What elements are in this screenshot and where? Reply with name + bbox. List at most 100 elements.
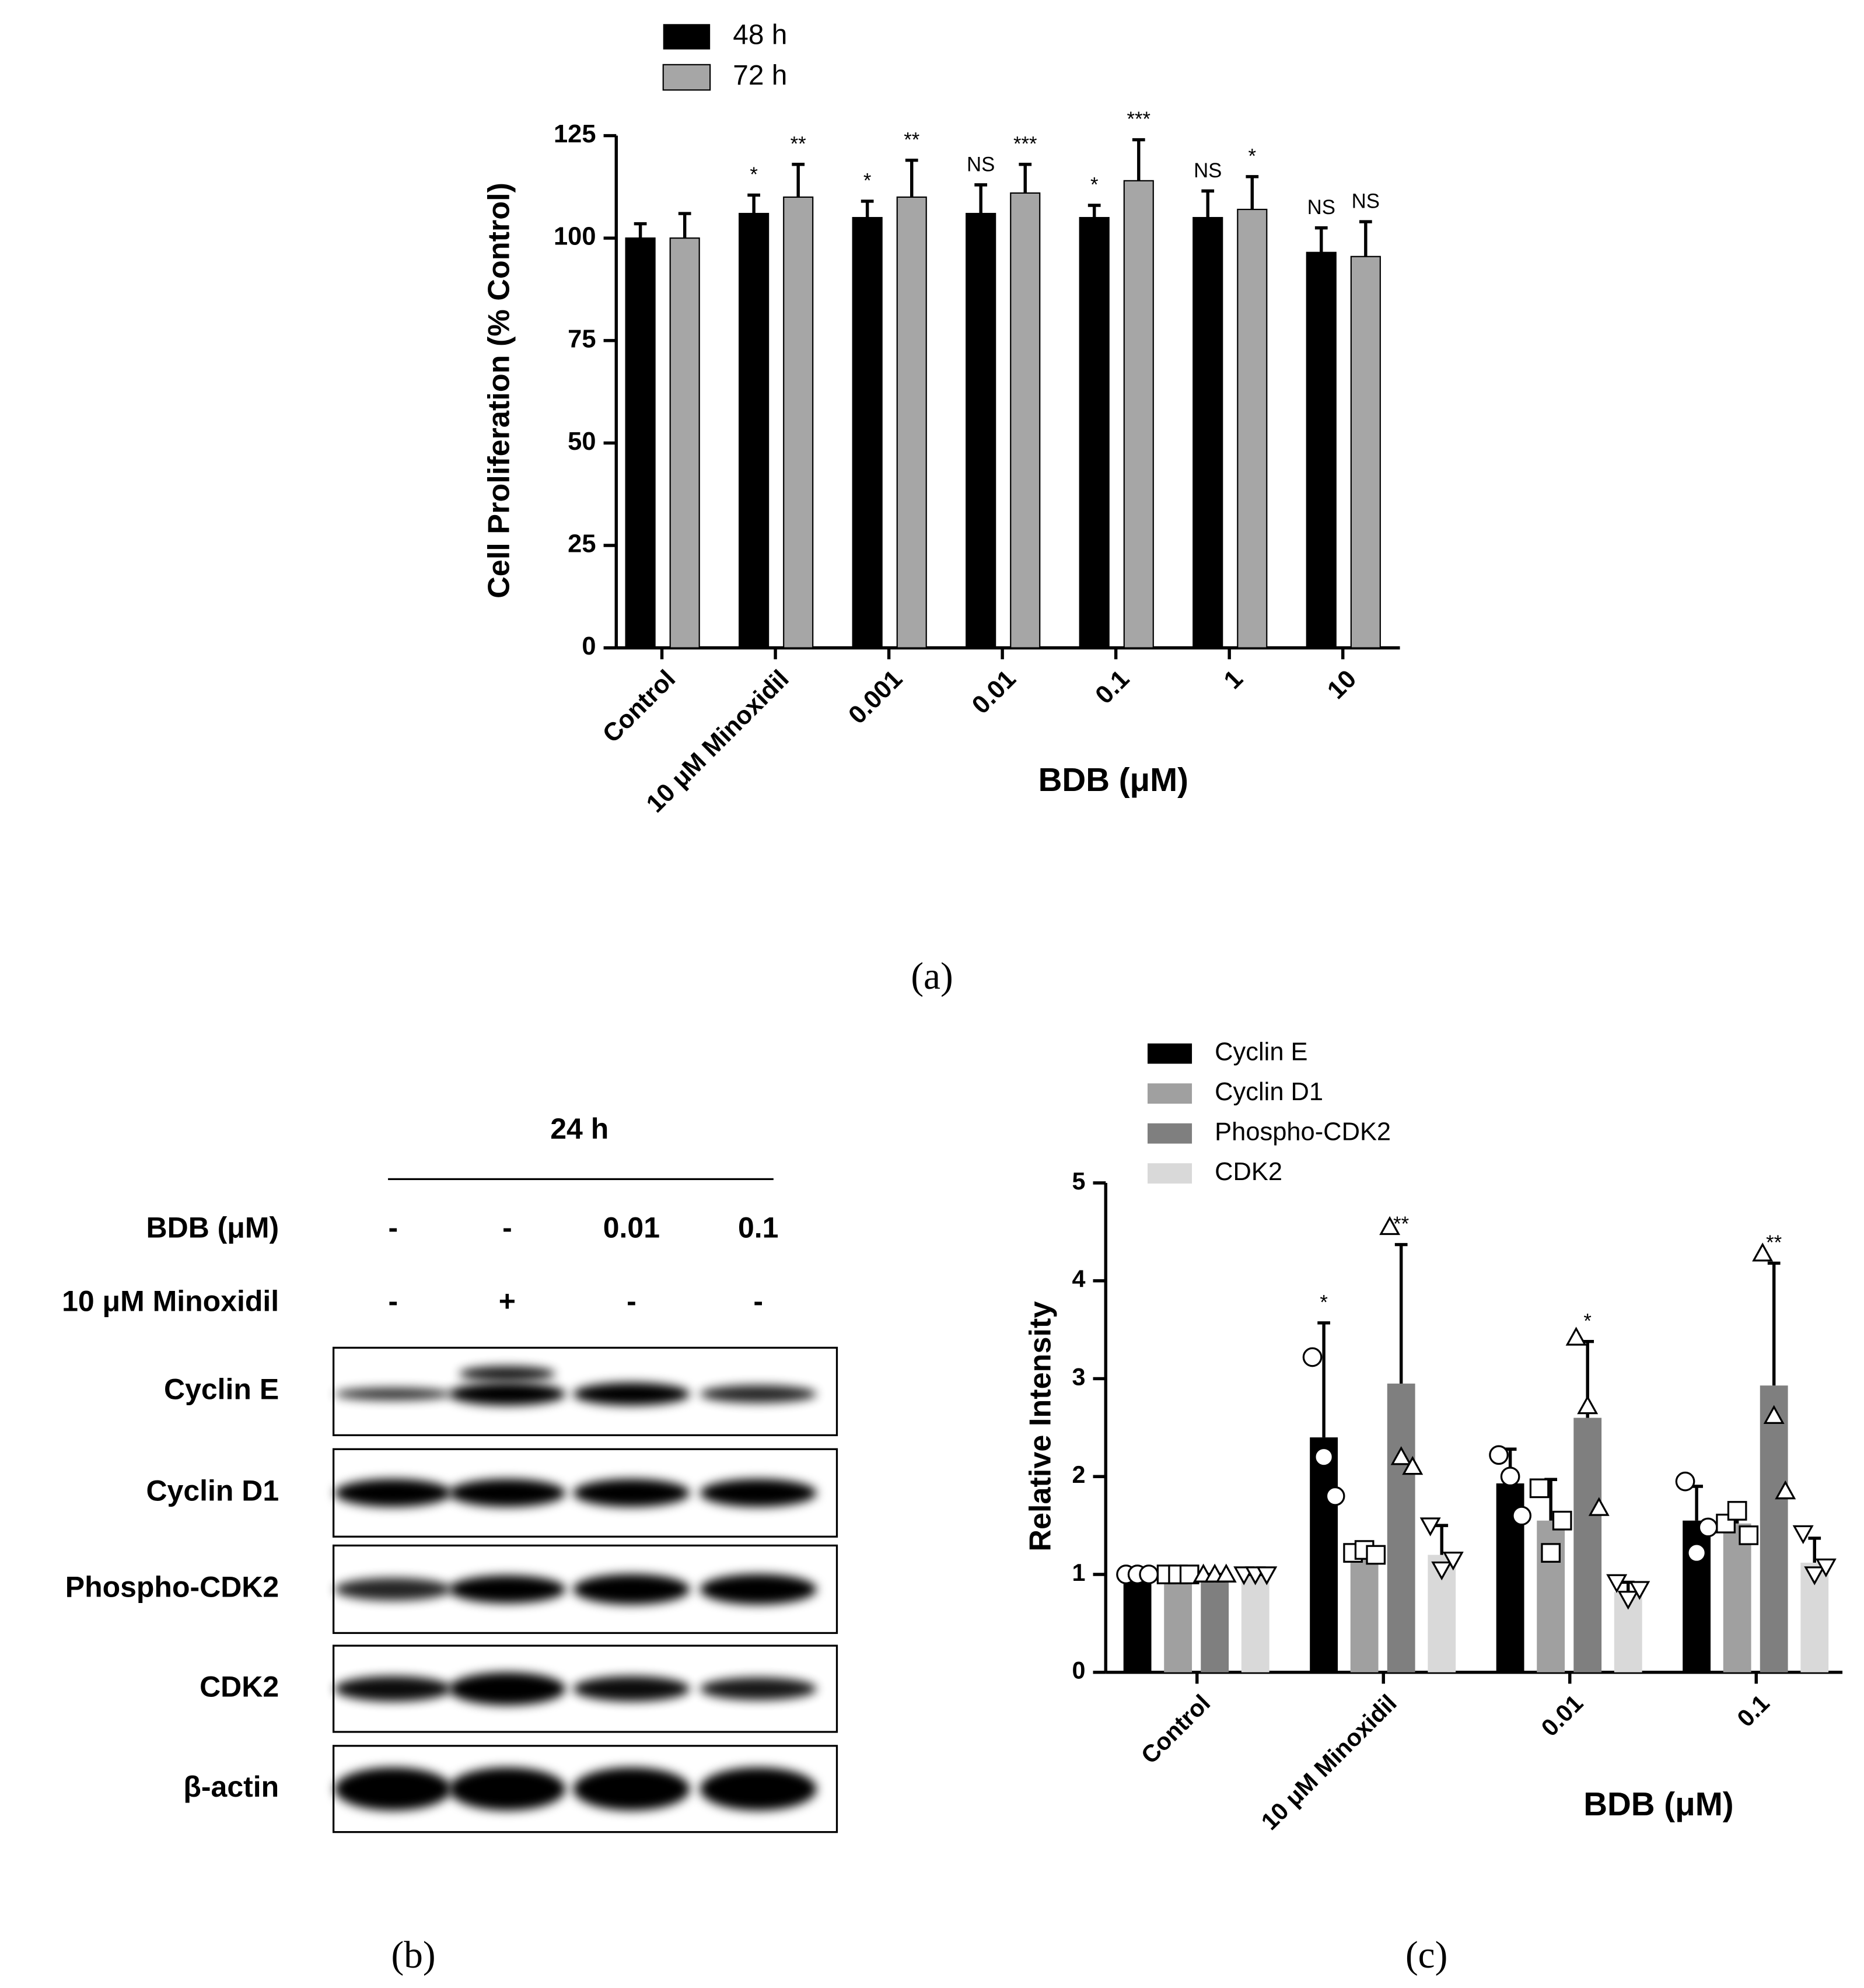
data-point	[1675, 1471, 1695, 1492]
x-tick-label: 0.001	[843, 665, 908, 730]
bar	[1164, 1574, 1192, 1672]
data-point	[1629, 1581, 1650, 1600]
legend-label: 72 h	[733, 60, 787, 91]
y-tick-label: 3	[1072, 1363, 1086, 1390]
blot-band	[459, 1366, 555, 1381]
data-point	[1617, 1591, 1639, 1610]
bar	[966, 212, 996, 649]
bar	[739, 212, 770, 649]
data-point	[1752, 1242, 1774, 1262]
protein-label: Cyclin D1	[146, 1474, 279, 1507]
error-bar	[1690, 1485, 1703, 1521]
blot-band	[700, 1385, 817, 1403]
blot-band	[334, 1767, 452, 1811]
blot-band	[573, 1479, 690, 1507]
bar	[1201, 1574, 1229, 1672]
data-point	[1215, 1563, 1237, 1583]
legend-swatch	[1147, 1083, 1192, 1104]
protein-label: Phospho-CDK2	[65, 1571, 279, 1604]
blot-band	[573, 1767, 690, 1811]
significance-label: *	[1090, 174, 1099, 197]
data-point	[1588, 1497, 1610, 1516]
data-point	[1302, 1347, 1323, 1367]
significance-label: **	[791, 133, 806, 155]
x-tick-label: 0.01	[967, 665, 1022, 720]
significance-label: *	[863, 170, 872, 192]
y-tick-label: 1	[1072, 1559, 1086, 1586]
significance-label: **	[904, 129, 919, 151]
legend-label: Cyclin D1	[1215, 1078, 1323, 1106]
x-axis-title: BDB (μM)	[1583, 1786, 1733, 1822]
error-bar	[861, 200, 874, 218]
y-tick-label: 0	[582, 632, 596, 660]
legend-label: Phospho-CDK2	[1215, 1118, 1391, 1146]
y-tick-label: 50	[568, 428, 596, 456]
bar	[1123, 180, 1154, 649]
y-tick-label: 5	[1072, 1168, 1086, 1195]
legend-swatch	[1147, 1043, 1192, 1064]
y-tick-label: 2	[1072, 1461, 1086, 1488]
protein-label: β-actin	[183, 1770, 279, 1803]
error-bar	[634, 222, 647, 239]
bar	[783, 196, 814, 649]
y-tick-label: 125	[554, 120, 596, 148]
condition-label: 10 μM Minoxidil	[62, 1285, 279, 1318]
y-axis-title: Relative Intensity	[1023, 1301, 1057, 1552]
legend-label: 48 h	[733, 20, 787, 51]
bar	[1123, 1574, 1152, 1672]
bar	[896, 196, 927, 649]
error-bar	[1317, 1321, 1330, 1438]
bar	[852, 216, 883, 649]
significance-label: *	[750, 164, 758, 186]
error-bar	[792, 163, 805, 197]
error-bar	[974, 183, 988, 214]
bar	[1387, 1383, 1415, 1672]
legend-swatch	[662, 64, 711, 91]
lane-value: -	[388, 1285, 398, 1318]
lane-value: -	[627, 1285, 637, 1318]
bar	[1350, 256, 1381, 649]
blot-band	[334, 1387, 452, 1401]
blot-band	[449, 1672, 566, 1706]
blot-band	[700, 1479, 817, 1507]
data-point	[1419, 1517, 1441, 1536]
error-bar	[1435, 1524, 1449, 1555]
panel-label: (c)	[1405, 1934, 1447, 1976]
legend-label: Cyclin E	[1215, 1038, 1307, 1066]
data-point	[1792, 1525, 1814, 1545]
data-point	[1256, 1566, 1278, 1586]
x-tick-label: 0.01	[1536, 1689, 1588, 1741]
y-axis-title: Cell Proliferation (% Control)	[482, 183, 516, 598]
data-point	[1687, 1543, 1706, 1563]
significance-label: ***	[1127, 108, 1150, 131]
legend-label: CDK2	[1215, 1158, 1282, 1186]
error-bar	[1808, 1536, 1821, 1563]
bar	[1723, 1523, 1751, 1672]
data-point	[1402, 1455, 1424, 1475]
blot-band	[700, 1677, 817, 1700]
lane-value: -	[502, 1211, 512, 1244]
significance-label: *	[1320, 1292, 1328, 1314]
blot-band	[573, 1676, 690, 1702]
bar	[1237, 208, 1268, 649]
error-bar	[1767, 1261, 1781, 1386]
x-tick-label: 10	[1322, 665, 1362, 705]
bar	[1010, 192, 1041, 649]
data-point	[1541, 1543, 1561, 1563]
data-point	[1804, 1566, 1825, 1586]
blot-band	[334, 1577, 452, 1601]
significance-label: NS	[1307, 197, 1335, 219]
data-point	[1727, 1501, 1747, 1521]
legend-swatch	[1147, 1163, 1192, 1184]
error-bar	[1359, 220, 1372, 257]
bar	[1350, 1553, 1379, 1672]
x-tick-label: 0.1	[1732, 1689, 1775, 1732]
significance-label: NS	[967, 153, 995, 176]
blot-band	[700, 1574, 817, 1605]
lane-value: +	[499, 1285, 516, 1318]
data-point	[1739, 1525, 1759, 1545]
data-point	[1442, 1552, 1464, 1571]
bar	[1760, 1385, 1788, 1672]
error-bar	[905, 158, 918, 197]
